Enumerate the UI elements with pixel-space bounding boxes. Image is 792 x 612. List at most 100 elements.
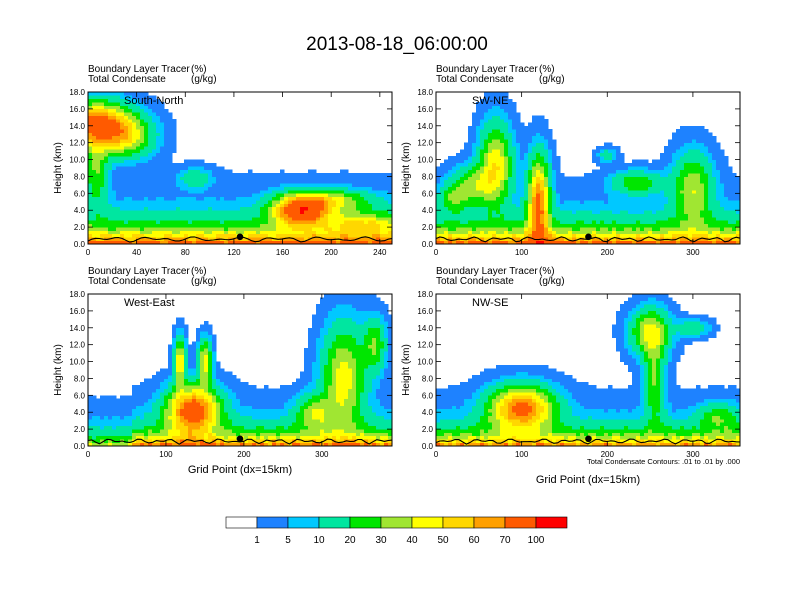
field-cell	[136, 169, 141, 174]
field-cell	[456, 200, 461, 204]
field-cell	[136, 135, 141, 140]
field-cell	[500, 213, 505, 218]
field-cell	[488, 213, 493, 218]
field-cell	[708, 200, 713, 204]
field-cell	[96, 108, 101, 113]
field-cell	[592, 156, 597, 160]
field-cell	[464, 227, 469, 231]
field-cell	[244, 193, 249, 198]
field-cell	[700, 186, 705, 191]
field-cell	[352, 220, 357, 225]
field-cell	[604, 169, 609, 174]
field-cell	[512, 149, 517, 154]
field-cell	[184, 159, 189, 164]
field-cell	[116, 135, 121, 140]
field-cell	[492, 223, 497, 228]
field-cell	[224, 240, 229, 245]
field-cell	[548, 237, 553, 241]
field-cell	[112, 125, 117, 130]
field-cell	[672, 183, 677, 187]
field-cell	[708, 156, 713, 160]
field-cell	[128, 179, 133, 184]
field-cell	[468, 156, 473, 160]
field-cell	[696, 213, 701, 218]
field-cell	[448, 206, 453, 211]
field-cell	[664, 240, 669, 245]
field-cell	[708, 203, 713, 208]
field-cell	[192, 240, 197, 245]
field-cell	[480, 193, 485, 198]
field-cell	[500, 196, 505, 201]
field-cell	[596, 183, 601, 187]
field-cell	[520, 206, 525, 211]
field-cell	[220, 227, 225, 231]
field-cell	[476, 149, 481, 154]
field-cell	[336, 213, 341, 218]
field-cell	[280, 200, 285, 204]
field-cell	[532, 135, 537, 140]
field-cell	[500, 186, 505, 191]
field-cell	[160, 442, 165, 447]
field-cell	[132, 405, 137, 410]
field-cell	[452, 186, 457, 191]
field-cell	[704, 146, 709, 150]
field-cell	[704, 183, 709, 187]
field-cell	[436, 203, 441, 208]
field-cell	[132, 169, 137, 174]
field-cell	[216, 220, 221, 225]
field-cell	[108, 108, 113, 113]
field-cell	[452, 196, 457, 201]
field-cell	[152, 108, 157, 113]
field-cell	[92, 412, 97, 416]
field-cell	[620, 196, 625, 201]
field-cell	[372, 193, 377, 198]
field-cell	[664, 166, 669, 170]
field-cell	[716, 227, 721, 231]
field-cell	[212, 183, 217, 187]
field-cell	[92, 213, 97, 218]
field-cell	[644, 223, 649, 228]
x-tick-label: 80	[181, 248, 190, 257]
field-cell	[492, 152, 497, 157]
field-cell	[512, 142, 517, 147]
field-cell	[140, 152, 145, 157]
field-cell	[240, 216, 245, 221]
field-cell	[132, 412, 137, 416]
field-cell	[520, 203, 525, 208]
field-cell	[172, 125, 177, 130]
field-cell	[568, 203, 573, 208]
field-cell	[240, 240, 245, 245]
field-cell	[164, 405, 169, 410]
field-cell	[140, 213, 145, 218]
field-cell	[464, 142, 469, 147]
field-cell	[464, 237, 469, 241]
field-cell	[120, 193, 125, 198]
field-cell	[376, 206, 381, 211]
field-cell	[640, 189, 645, 194]
field-cell	[168, 368, 173, 372]
field-cell	[652, 159, 657, 164]
field-cell	[476, 200, 481, 204]
field-cell	[280, 189, 285, 194]
field-cell	[88, 162, 93, 167]
field-cell	[680, 162, 685, 167]
field-cell	[492, 98, 497, 103]
field-cell	[284, 193, 289, 198]
field-cell	[136, 408, 141, 413]
field-cell	[152, 196, 157, 201]
field-cell	[112, 119, 117, 123]
field-cell	[532, 200, 537, 204]
field-cell	[608, 203, 613, 208]
field-cell	[96, 135, 101, 140]
field-cell	[128, 422, 133, 427]
field-cell	[472, 200, 477, 204]
field-cell	[96, 206, 101, 211]
field-cell	[256, 227, 261, 231]
field-cell	[672, 162, 677, 167]
field-cell	[500, 135, 505, 140]
field-cell	[116, 183, 121, 187]
field-cell	[284, 173, 289, 177]
field-cell	[124, 439, 129, 443]
field-cell	[584, 223, 589, 228]
field-cell	[692, 169, 697, 174]
